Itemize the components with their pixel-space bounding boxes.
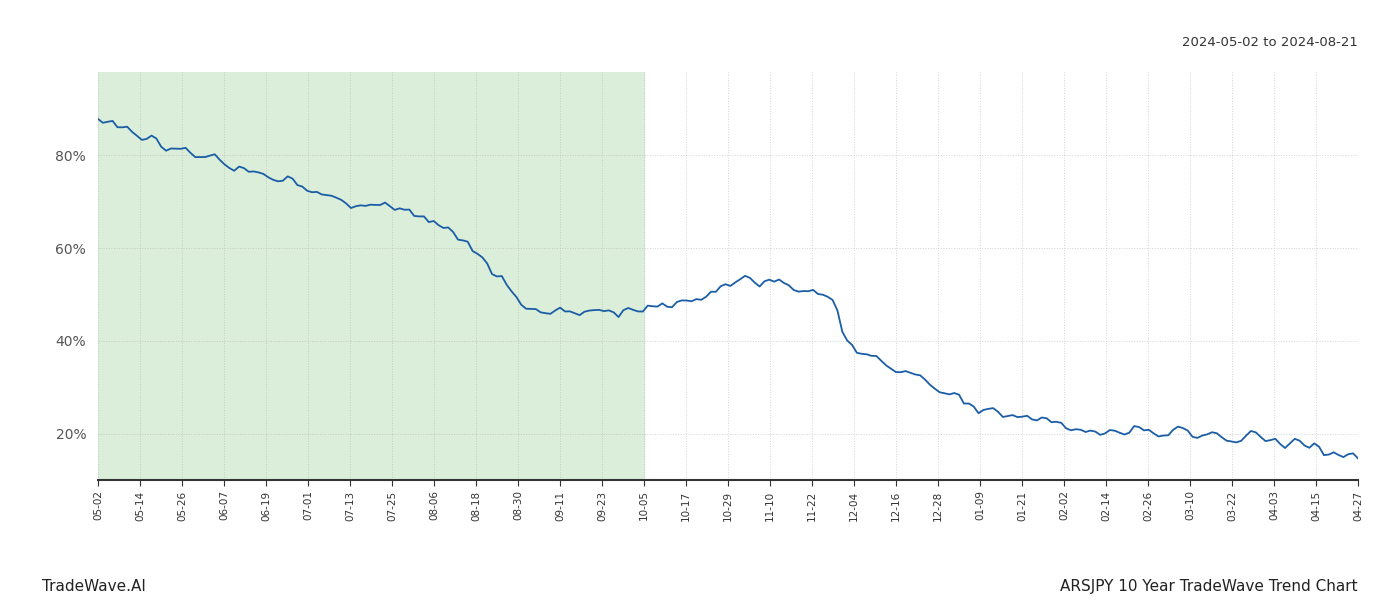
Text: ARSJPY 10 Year TradeWave Trend Chart: ARSJPY 10 Year TradeWave Trend Chart	[1060, 579, 1358, 594]
Bar	[98, 72, 644, 480]
Text: TradeWave.AI: TradeWave.AI	[42, 579, 146, 594]
Text: 2024-05-02 to 2024-08-21: 2024-05-02 to 2024-08-21	[1182, 36, 1358, 49]
